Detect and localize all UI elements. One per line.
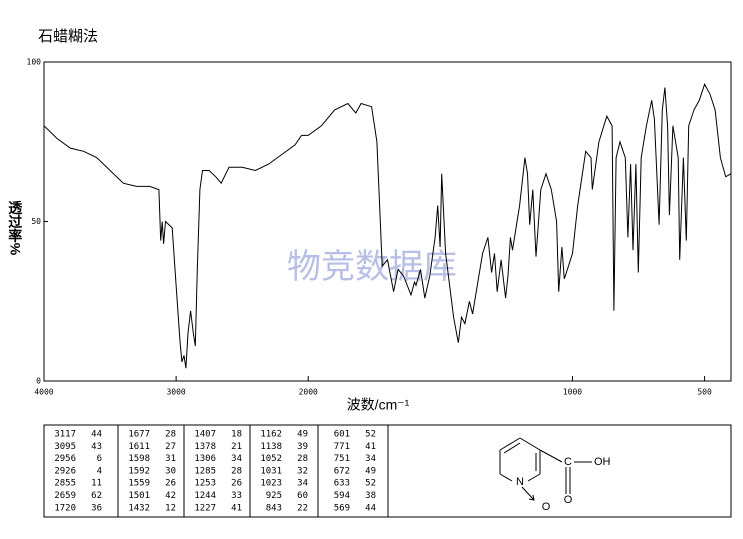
peak-wavenumber: 3117 [54,430,76,440]
peak-wavenumber: 2855 [54,479,76,489]
peak-wavenumber: 1501 [128,491,150,501]
peak-transmittance: 49 [365,466,376,476]
peak-wavenumber: 2659 [54,491,76,501]
peak-transmittance: 38 [365,491,376,501]
peak-wavenumber: 1227 [194,503,216,513]
peak-transmittance: 44 [365,503,376,513]
peak-transmittance: 18 [231,430,242,440]
peak-transmittance: 41 [231,503,242,513]
atom-label: OH [594,456,611,468]
peak-transmittance: 52 [365,430,376,440]
x-tick-label: 3000 [166,388,185,397]
y-axis-label: 透过率% [7,201,23,256]
peak-wavenumber: 3095 [54,442,76,452]
structure-bonds [499,437,592,501]
peak-transmittance: 27 [165,442,176,452]
peak-transmittance: 6 [97,454,102,464]
table-dividers [117,425,389,517]
peak-transmittance: 34 [297,479,308,489]
peak-transmittance: 26 [165,479,176,489]
peak-wavenumber: 1611 [128,442,150,452]
peak-wavenumber: 751 [334,454,350,464]
peak-transmittance: 28 [297,454,308,464]
peak-wavenumber: 1244 [194,491,216,501]
peak-wavenumber: 601 [334,430,350,440]
peak-wavenumber: 1162 [260,430,282,440]
peak-transmittance: 44 [91,430,102,440]
x-tick-label: 1000 [563,388,582,397]
peak-wavenumber: 771 [334,442,350,452]
atom-label: N [516,476,524,488]
peak-transmittance: 43 [91,442,102,452]
peak-transmittance: 41 [365,442,376,452]
x-tick-label: 2000 [299,388,318,397]
peak-wavenumber: 2956 [54,454,76,464]
peak-wavenumber: 1052 [260,454,282,464]
peak-wavenumber: 1559 [128,479,150,489]
peak-transmittance: 28 [165,430,176,440]
peak-wavenumber: 1253 [194,479,216,489]
peak-transmittance: 33 [231,491,242,501]
peak-transmittance: 21 [231,442,242,452]
y-tick-label: 100 [27,58,42,67]
peak-wavenumber: 1407 [194,430,216,440]
peak-wavenumber: 925 [266,491,282,501]
peak-transmittance: 42 [165,491,176,501]
peak-wavenumber: 569 [334,503,350,513]
peak-wavenumber: 1031 [260,466,282,476]
peak-wavenumber: 1138 [260,442,282,452]
peak-transmittance: 34 [365,454,376,464]
peak-wavenumber: 1023 [260,479,282,489]
y-tick-label: 50 [31,217,41,226]
atom-label: C [564,456,572,468]
peak-wavenumber: 594 [334,491,350,501]
peak-wavenumber: 1378 [194,442,216,452]
peak-transmittance: 39 [297,442,308,452]
peak-transmittance: 62 [91,491,102,501]
peak-transmittance: 4 [97,466,102,476]
peak-wavenumber: 2926 [54,466,76,476]
peak-wavenumber: 1285 [194,466,216,476]
spectrum-line [43,83,732,369]
chart-title: 石蜡糊法 [38,28,98,45]
atom-label: O [564,494,573,506]
peak-transmittance: 36 [91,503,102,513]
peak-transmittance: 28 [231,466,242,476]
peak-wavenumber: 633 [334,479,350,489]
plot-frame [43,61,732,382]
peak-transmittance: 30 [165,466,176,476]
peak-wavenumber: 843 [266,503,282,513]
peak-wavenumber: 1432 [128,503,150,513]
peak-wavenumber: 1598 [128,454,150,464]
peak-wavenumber: 672 [334,466,350,476]
y-tick-label: 0 [36,377,41,386]
peak-transmittance: 52 [365,479,376,489]
peak-wavenumber: 1306 [194,454,216,464]
peak-transmittance: 34 [231,454,242,464]
peak-transmittance: 49 [297,430,308,440]
peak-transmittance: 60 [297,491,308,501]
peak-transmittance: 12 [165,503,176,513]
peak-transmittance: 26 [231,479,242,489]
peak-transmittance: 32 [297,466,308,476]
x-axis-label: 波数/cm⁻¹ [347,397,410,413]
peak-wavenumber: 1592 [128,466,150,476]
peak-wavenumber: 1677 [128,430,150,440]
x-tick-label: 500 [697,388,712,397]
peak-transmittance: 11 [91,479,102,489]
atom-label: O [542,501,551,513]
peak-transmittance: 22 [297,503,308,513]
x-tick-label: 4000 [34,388,53,397]
peak-wavenumber: 1720 [54,503,76,513]
peak-transmittance: 31 [165,454,176,464]
